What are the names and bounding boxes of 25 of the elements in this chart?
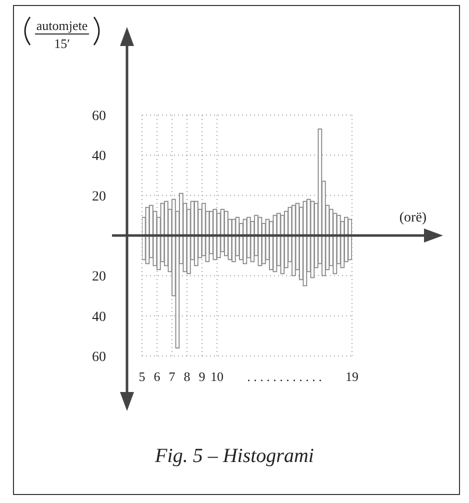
- x-axis-title: (orë): [399, 210, 427, 226]
- y-tick-label: 60: [92, 108, 106, 124]
- bar: [202, 202, 206, 236]
- y-tick-label: 40: [92, 310, 106, 325]
- bar: [186, 235, 191, 274]
- text: automjete: [36, 18, 88, 33]
- x-tick-label: 6: [154, 369, 161, 384]
- y-tick-label: 20: [92, 270, 106, 285]
- bar: [172, 198, 176, 236]
- bar: [194, 200, 198, 236]
- x-tick-label: 19: [346, 369, 358, 384]
- x-tick-label: 8: [184, 369, 190, 384]
- bar: [224, 210, 228, 236]
- x-tick-label: 10: [210, 369, 224, 384]
- y-tick-label: 20: [92, 189, 106, 204]
- bar: [179, 192, 184, 236]
- text: Fig. 5 – Histogrami: [154, 445, 314, 467]
- text: 15′: [54, 36, 70, 51]
- y-tick-label: 60: [92, 350, 106, 365]
- x-tick-label: 7: [168, 369, 176, 384]
- text: . . . . . . . . . . . .: [247, 369, 322, 384]
- y-tick-label: 40: [92, 149, 106, 164]
- x-tick-label: 9: [198, 369, 206, 384]
- bar: [164, 200, 168, 236]
- x-tick-label: 5: [138, 369, 146, 384]
